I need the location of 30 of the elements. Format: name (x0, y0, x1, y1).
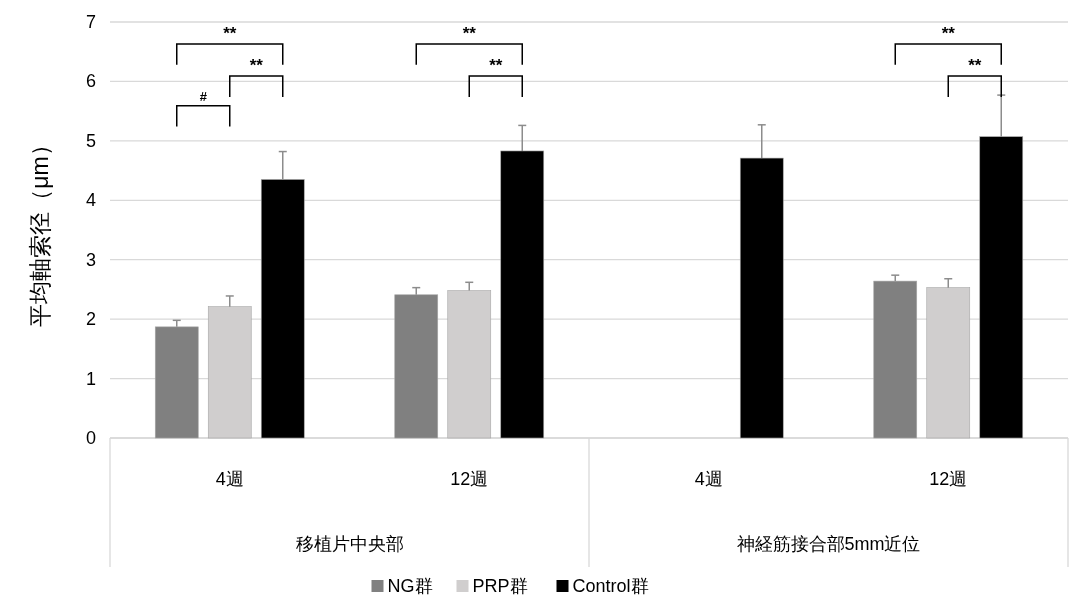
bar (979, 136, 1024, 439)
x-tick-label: 4週 (215, 469, 244, 489)
y-tick-label: 5 (85, 130, 96, 151)
text: 移植片中央部 (295, 534, 404, 554)
bar (873, 280, 918, 439)
legend-label: PRP群 (472, 576, 528, 596)
annotation: ** (941, 23, 956, 43)
y-tick-label: 3 (85, 249, 96, 270)
text: 神経筋接合部5mm近位 (736, 534, 921, 554)
x-tick-label: 4週 (694, 469, 723, 489)
annotation: ** (223, 23, 237, 43)
legend-label: Control群 (572, 576, 649, 596)
y-tick-label: 1 (85, 368, 96, 389)
y-tick-label: 6 (85, 71, 96, 92)
annotation: ** (462, 23, 477, 43)
bar (260, 179, 305, 439)
y-tick-label: 0 (85, 428, 96, 448)
bar (500, 150, 545, 439)
x-tick-label: 12週 (929, 469, 968, 489)
y-tick-label: 4 (85, 190, 96, 211)
annotation: ** (249, 56, 264, 76)
y-tick-label: 7 (85, 12, 96, 32)
bar (739, 157, 784, 439)
annotation: ** (968, 56, 982, 76)
legend-label: NG群 (387, 576, 433, 596)
annotation: # (199, 88, 208, 104)
y-tick-label: 2 (85, 309, 96, 330)
annotation: ** (489, 56, 503, 76)
y-axis-title: 平均軸索径（μm） (27, 133, 53, 327)
x-tick-label: 12週 (450, 469, 489, 489)
